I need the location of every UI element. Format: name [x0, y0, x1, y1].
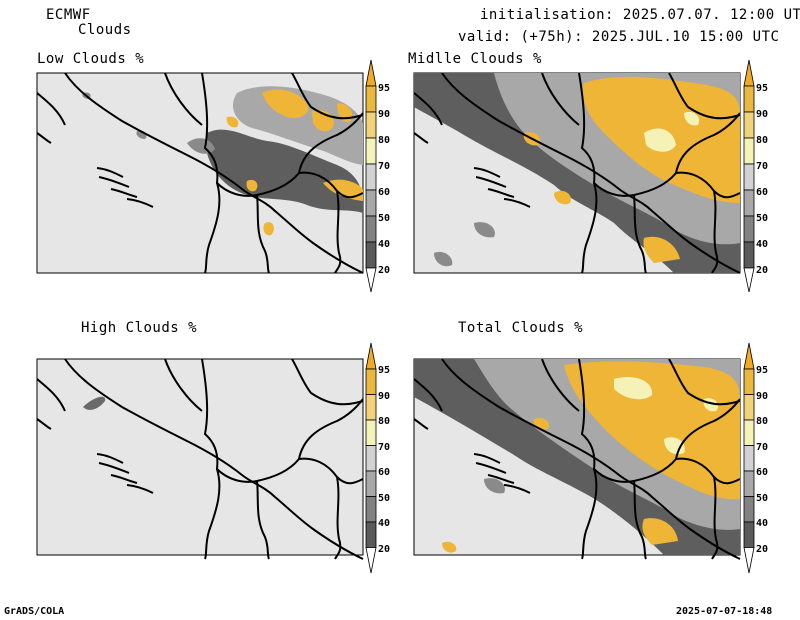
legend-middle	[743, 59, 755, 293]
legend-label: 70	[378, 442, 391, 453]
map-panel-middle	[413, 72, 741, 274]
footer-timestamp: 2025-07-07-18:48	[676, 606, 773, 617]
legend-label: 20	[378, 265, 391, 276]
legend-label: 50	[756, 213, 769, 224]
legend-label: 70	[756, 442, 769, 453]
legend-label: 40	[756, 518, 769, 529]
legend-label: 95	[378, 365, 391, 376]
legend-label: 40	[378, 518, 391, 529]
legend-high	[365, 342, 377, 574]
legend-label: 95	[378, 83, 391, 94]
valid-time: valid: (+75h): 2025.JUL.10 15:00 UTC	[458, 29, 780, 45]
legend-label: 50	[378, 213, 391, 224]
map-panel-high	[36, 358, 364, 560]
legend-label: 90	[756, 391, 769, 402]
legend-top	[365, 59, 377, 293]
legend-label: 80	[756, 135, 769, 146]
legend-label: 20	[756, 265, 769, 276]
map-panel-low	[36, 72, 364, 274]
model-name: ECMWF	[46, 7, 91, 23]
footer-software: GrADS/COLA	[4, 606, 65, 617]
panel-title-total: Total Clouds %	[458, 320, 584, 336]
legend-label: 80	[378, 416, 391, 427]
legend-label: 20	[756, 544, 769, 555]
map-panel-total	[413, 358, 741, 560]
panel-title-low: Low Clouds %	[37, 51, 145, 67]
panel-title-high: High Clouds %	[81, 320, 198, 336]
legend-label: 90	[756, 109, 769, 120]
legend-label: 80	[378, 135, 391, 146]
legend-label: 95	[756, 83, 769, 94]
legend-total	[743, 342, 755, 574]
initialisation-time: initialisation: 2025.07.07. 12:00 UTC	[480, 7, 800, 23]
legend-label: 40	[378, 239, 391, 250]
legend-label: 20	[378, 544, 391, 555]
legend-label: 60	[378, 467, 391, 478]
legend-label: 50	[378, 493, 391, 504]
legend-label: 70	[378, 161, 391, 172]
legend-label: 60	[756, 187, 769, 198]
legend-label: 60	[378, 187, 391, 198]
legend-label: 95	[756, 365, 769, 376]
legend-label: 90	[378, 109, 391, 120]
panel-title-middle: Midlle Clouds %	[408, 51, 542, 67]
legend-label: 90	[378, 391, 391, 402]
product-name: Clouds	[78, 22, 132, 38]
legend-label: 60	[756, 467, 769, 478]
legend-label: 40	[756, 239, 769, 250]
legend-label: 50	[756, 493, 769, 504]
legend-label: 80	[756, 416, 769, 427]
legend-label: 70	[756, 161, 769, 172]
